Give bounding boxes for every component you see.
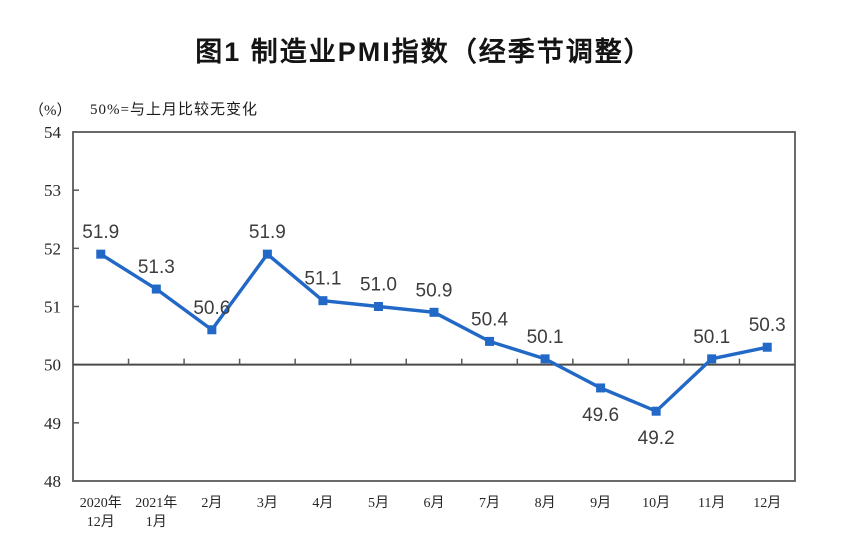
y-axis-label: 53 [44,181,61,200]
data-point-marker [318,296,328,306]
data-point-label: 51.3 [138,257,175,278]
data-point-label: 51.9 [249,222,286,243]
data-point-label: 49.2 [638,428,675,449]
data-point-marker [485,336,495,346]
chart-title: 图1 制造业PMI指数（经季节调整） [195,37,653,67]
x-axis-label: 7月 [479,495,500,511]
data-point-marker [151,284,161,294]
x-axis-label: 2020年 [80,495,122,511]
y-axis-label: 48 [44,472,61,491]
x-axis-label: 11月 [698,495,725,511]
data-point-label: 51.0 [360,275,397,296]
data-point-label: 50.3 [749,315,786,336]
data-point-marker [96,249,106,259]
data-point-marker [707,354,717,364]
data-point-label: 49.6 [582,405,619,426]
x-axis-label: 2021年 [135,495,177,511]
data-point-label: 50.9 [416,280,453,301]
data-point-marker [762,342,772,352]
x-axis-label: 12月 [753,495,781,511]
y-axis-label: 54 [44,123,62,142]
x-axis-label: 10月 [642,495,670,511]
data-point-label: 51.1 [304,269,341,290]
x-axis-label: 9月 [590,495,611,511]
y-axis-label: 51 [44,298,61,317]
x-axis-label: 12月 [87,514,115,530]
x-axis-label: 2月 [201,495,222,511]
data-point-label: 50.1 [693,327,730,348]
data-point-marker [262,249,272,259]
x-axis-label: 5月 [368,495,389,511]
y-axis-label: 50 [44,356,61,375]
data-point-marker [651,406,661,416]
data-point-marker [540,354,550,364]
data-point-marker [596,383,606,393]
x-axis-label: 6月 [424,495,445,511]
data-point-label: 50.6 [193,298,230,319]
x-axis-label: 3月 [257,495,278,511]
pmi-series-line [99,252,769,413]
data-point-marker [429,307,439,317]
x-axis-label: 1月 [146,514,167,530]
x-axis-label: 4月 [312,495,333,511]
y-axis-label: 49 [44,414,61,433]
data-point-marker [373,302,383,311]
y-axis-label: 52 [44,239,61,258]
data-point-label: 50.1 [527,327,564,348]
y-axis-unit-label: （%） [29,103,72,119]
x-axis-label: 8月 [535,495,556,511]
data-point-marker [207,325,217,335]
data-point-label: 50.4 [471,309,508,330]
data-point-label: 51.9 [82,222,119,243]
reference-line-note: 50%=与上月比较无变化 [90,102,258,118]
